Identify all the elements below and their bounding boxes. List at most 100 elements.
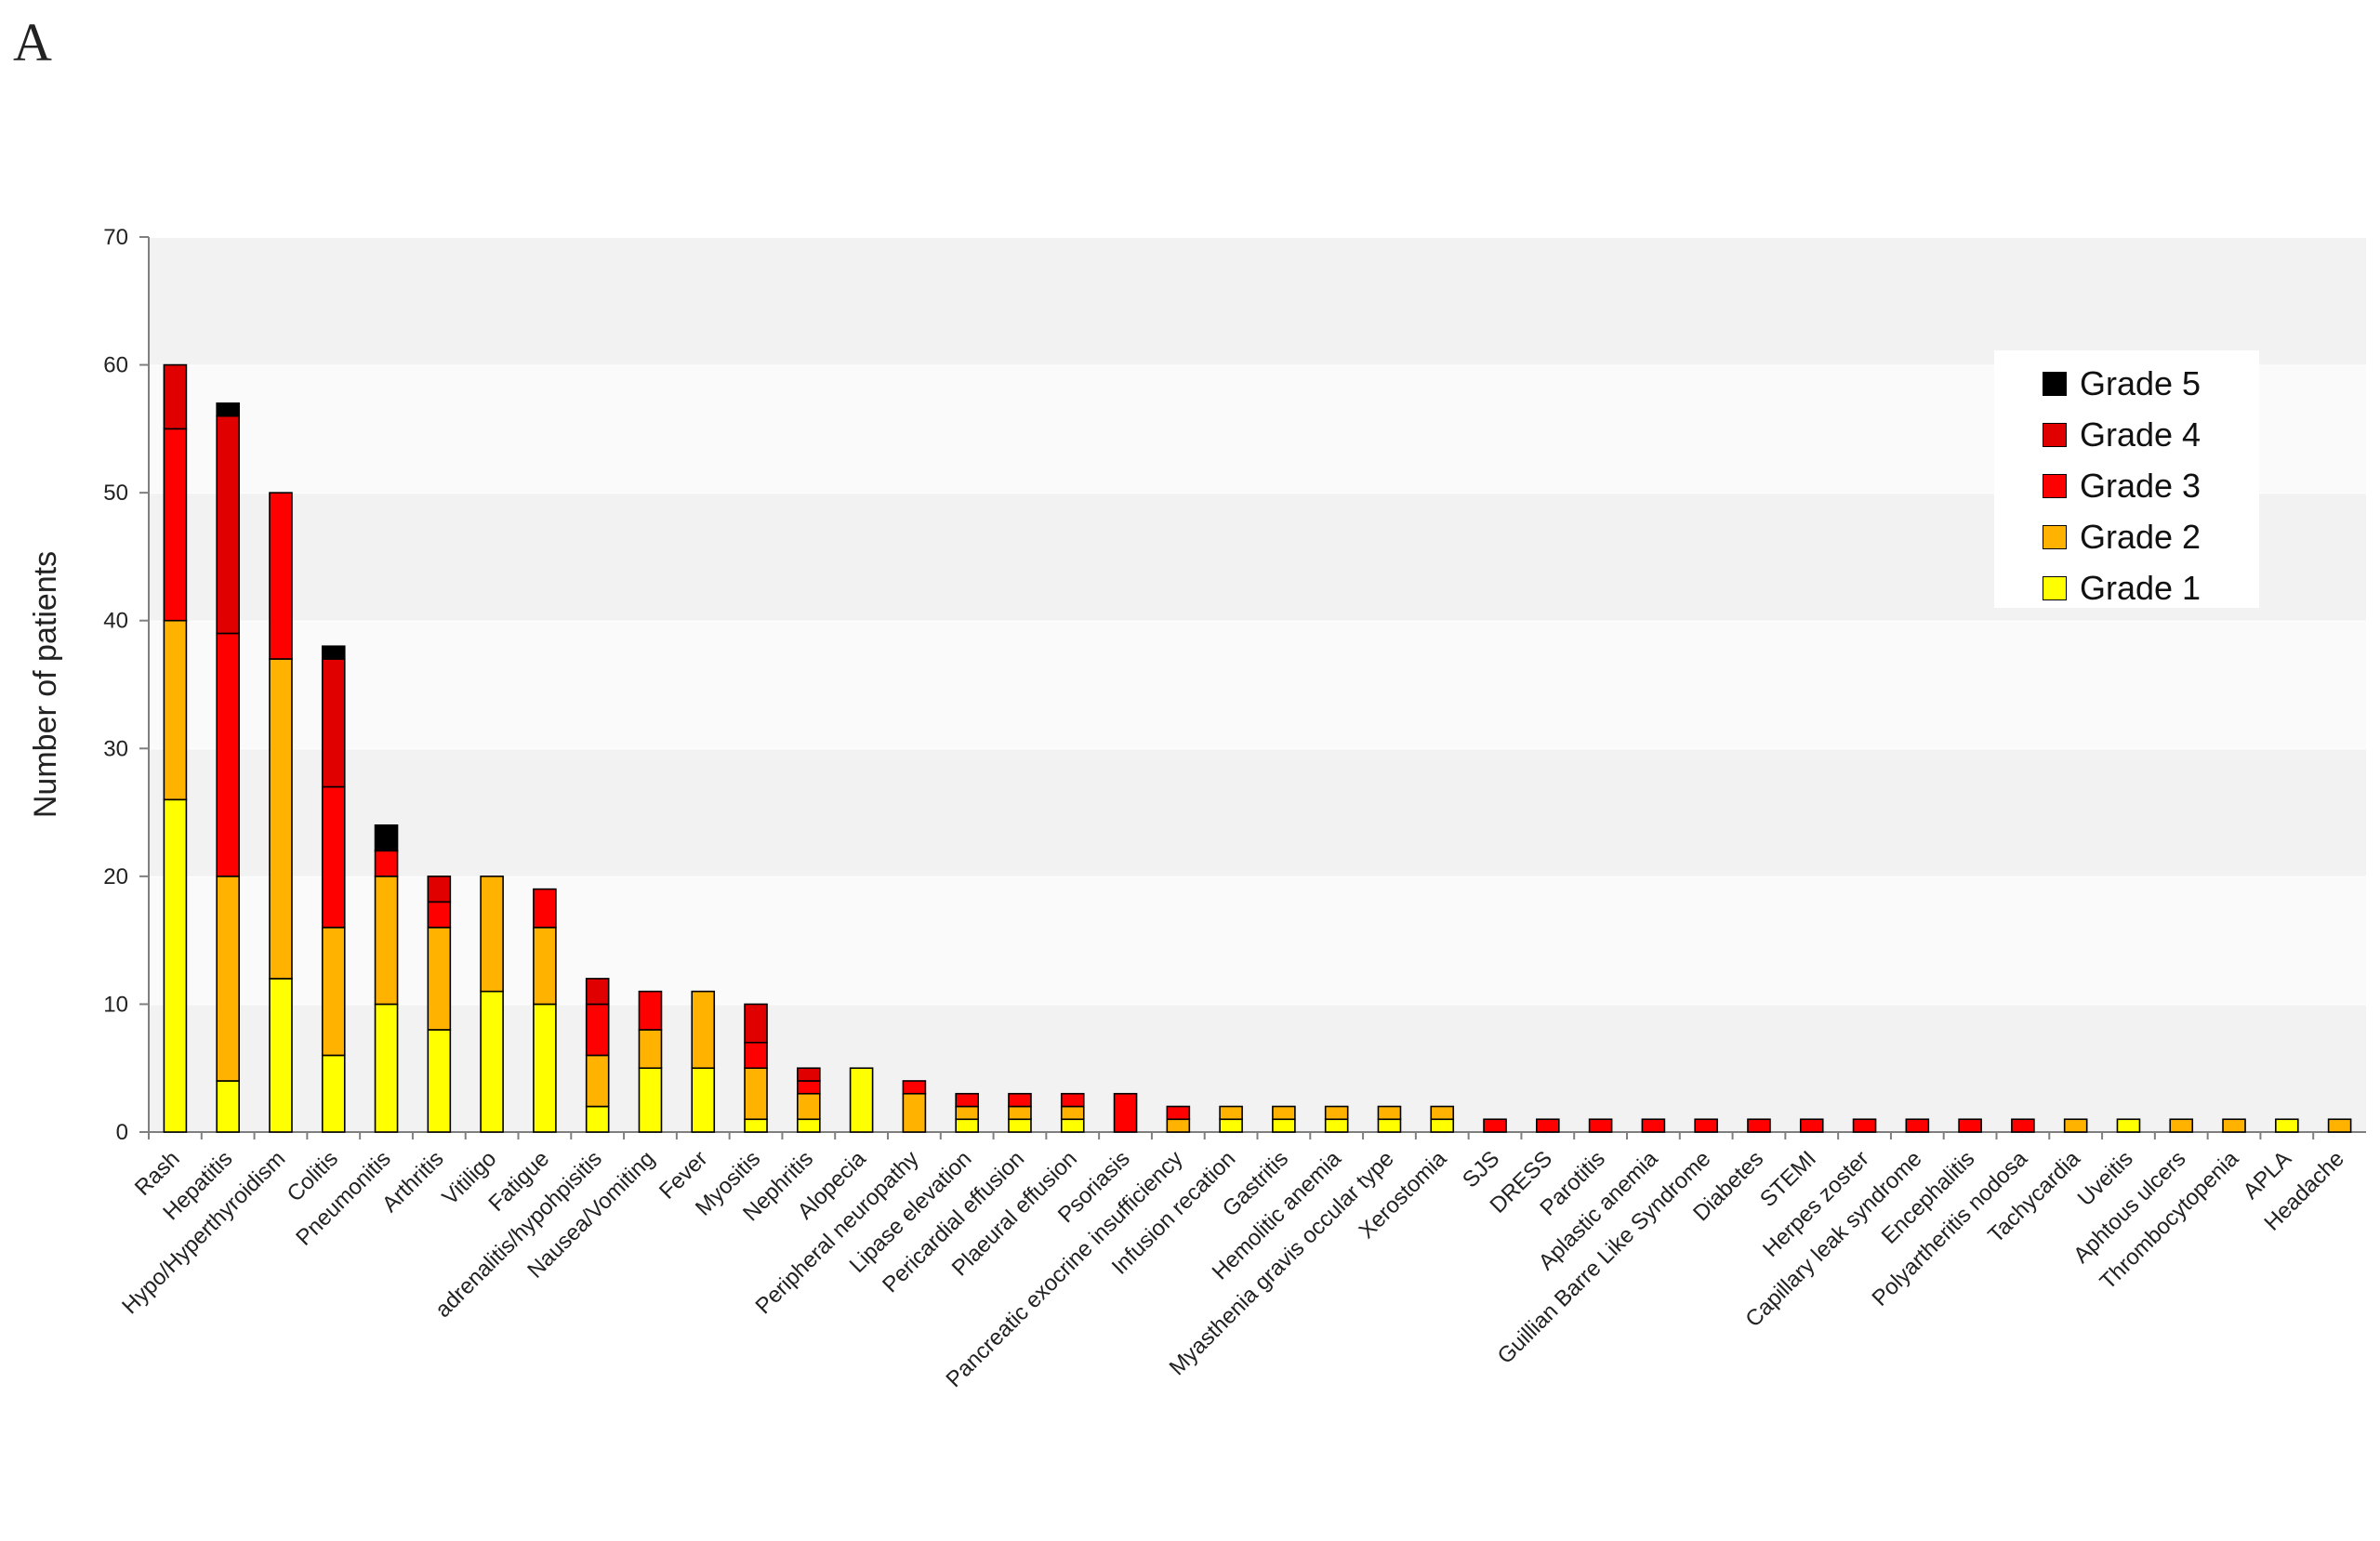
bar-segment-grade-1 (585, 1105, 610, 1133)
bar-segment-grade-2 (480, 876, 504, 993)
bar-segment-grade-2 (1008, 1105, 1032, 1121)
bar-segment-grade-3 (427, 901, 452, 929)
bar-segment-grade-3 (1852, 1118, 1877, 1133)
bar-segment-grade-3 (163, 428, 188, 622)
bar-segment-grade-3 (1958, 1118, 1982, 1133)
bar-segment-grade-3 (533, 888, 557, 929)
legend-swatch (2043, 371, 2067, 396)
legend-label: Grade 2 (2080, 517, 2202, 556)
y-tick-label: 40 (103, 609, 128, 634)
bar-segment-grade-4 (797, 1067, 821, 1082)
legend-item: Grade 5 (1994, 358, 2259, 409)
legend-item: Grade 4 (1994, 409, 2259, 460)
bar-segment-grade-1 (163, 798, 188, 1133)
y-axis-title: Number of patients (28, 551, 63, 818)
bar-segment-grade-1 (216, 1080, 240, 1133)
legend-item: Grade 3 (1994, 460, 2259, 511)
bar-segment-grade-2 (955, 1105, 979, 1121)
bar-segment-grade-1 (374, 1003, 399, 1133)
bar-segment-grade-2 (374, 876, 399, 1006)
panel-label: A (13, 12, 52, 72)
legend-label: Grade 1 (2080, 568, 2202, 607)
bar-segment-grade-2 (269, 658, 293, 980)
bar-segment-grade-3 (955, 1092, 979, 1108)
bar-segment-grade-3 (1641, 1118, 1666, 1133)
bar-segment-grade-4 (321, 658, 346, 788)
bar-segment-grade-2 (1377, 1105, 1402, 1121)
bar-segment-grade-4 (585, 978, 610, 1006)
bar-segment-grade-1 (1377, 1118, 1402, 1133)
bar-segment-grade-2 (585, 1054, 610, 1108)
bar-segment-grade-3 (1008, 1092, 1032, 1108)
y-tick-label: 60 (103, 353, 128, 378)
bar-segment-grade-1 (638, 1067, 663, 1133)
legend-label: Grade 5 (2080, 363, 2202, 402)
legend-swatch (2043, 422, 2067, 447)
bar-segment-grade-5 (216, 402, 240, 417)
bar-segment-grade-1 (849, 1067, 874, 1133)
bar-segment-grade-2 (1219, 1105, 1243, 1121)
y-tick-label: 70 (103, 225, 128, 250)
legend-label: Grade 3 (2080, 466, 2202, 505)
bar-segment-grade-3 (585, 1003, 610, 1057)
bar-segment-grade-3 (374, 850, 399, 877)
legend: Grade 5 Grade 4 Grade 3 Grade 2 Grade 1 (1994, 350, 2259, 608)
bar-segment-grade-2 (533, 927, 557, 1006)
bar-segment-grade-1 (744, 1118, 768, 1133)
bar-segment-grade-1 (1008, 1118, 1032, 1133)
legend-item: Grade 2 (1994, 511, 2259, 562)
grid-band (149, 876, 2366, 1005)
y-tick-label: 20 (103, 864, 128, 889)
bar-segment-grade-2 (216, 876, 240, 1082)
bar-segment-grade-2 (2063, 1118, 2088, 1133)
bar-segment-grade-2 (1324, 1105, 1349, 1121)
bar-segment-grade-3 (638, 990, 663, 1031)
bar-segment-grade-3 (1483, 1118, 1507, 1133)
bar-segment-grade-3 (1747, 1118, 1771, 1133)
bar-segment-grade-3 (1166, 1105, 1191, 1121)
legend-swatch (2043, 575, 2067, 600)
bar-segment-grade-4 (163, 363, 188, 430)
bar-segment-grade-1 (797, 1118, 821, 1133)
bar-segment-grade-3 (902, 1080, 927, 1095)
bar-segment-grade-1 (1272, 1118, 1296, 1133)
bar-segment-grade-5 (374, 824, 399, 852)
bar-segment-grade-1 (321, 1054, 346, 1133)
bar-segment-grade-2 (638, 1029, 663, 1070)
bar-segment-grade-1 (2116, 1118, 2141, 1133)
bar-segment-grade-3 (1905, 1118, 1930, 1133)
bar-segment-grade-1 (480, 990, 504, 1133)
bar-segment-grade-3 (321, 785, 346, 929)
x-tick-label: SJS (1458, 1146, 1504, 1192)
legend-swatch (2043, 473, 2067, 498)
bar-segment-grade-3 (744, 1041, 768, 1070)
y-tick-label: 50 (103, 481, 128, 506)
bar-segment-grade-2 (321, 927, 346, 1057)
bar-segment-grade-2 (691, 990, 716, 1070)
bar-segment-grade-1 (269, 978, 293, 1133)
legend-swatch (2043, 524, 2067, 549)
bar-segment-grade-1 (1060, 1118, 1085, 1133)
bar-segment-grade-2 (2327, 1118, 2352, 1133)
bar-segment-grade-1 (1324, 1118, 1349, 1133)
bar-segment-grade-2 (2222, 1118, 2246, 1133)
bar-segment-grade-2 (1060, 1105, 1085, 1121)
bar-segment-grade-3 (1113, 1092, 1138, 1133)
bar-segment-grade-1 (691, 1067, 716, 1133)
bar-segment-grade-3 (216, 632, 240, 877)
bar-segment-grade-1 (1430, 1118, 1455, 1133)
bar-segment-grade-3 (269, 492, 293, 660)
grid-band (149, 620, 2366, 749)
bar-segment-grade-2 (1430, 1105, 1455, 1121)
y-tick-label: 10 (103, 992, 128, 1017)
bar-segment-grade-2 (1272, 1105, 1296, 1121)
bar-segment-grade-2 (744, 1067, 768, 1121)
legend-item: Grade 1 (1994, 562, 2259, 613)
bar-segment-grade-2 (1166, 1118, 1191, 1133)
bar-segment-grade-1 (1219, 1118, 1243, 1133)
bar-segment-grade-2 (427, 927, 452, 1031)
bar-segment-grade-3 (797, 1080, 821, 1095)
grid-band (149, 1004, 2366, 1132)
bar-segment-grade-2 (2169, 1118, 2194, 1133)
